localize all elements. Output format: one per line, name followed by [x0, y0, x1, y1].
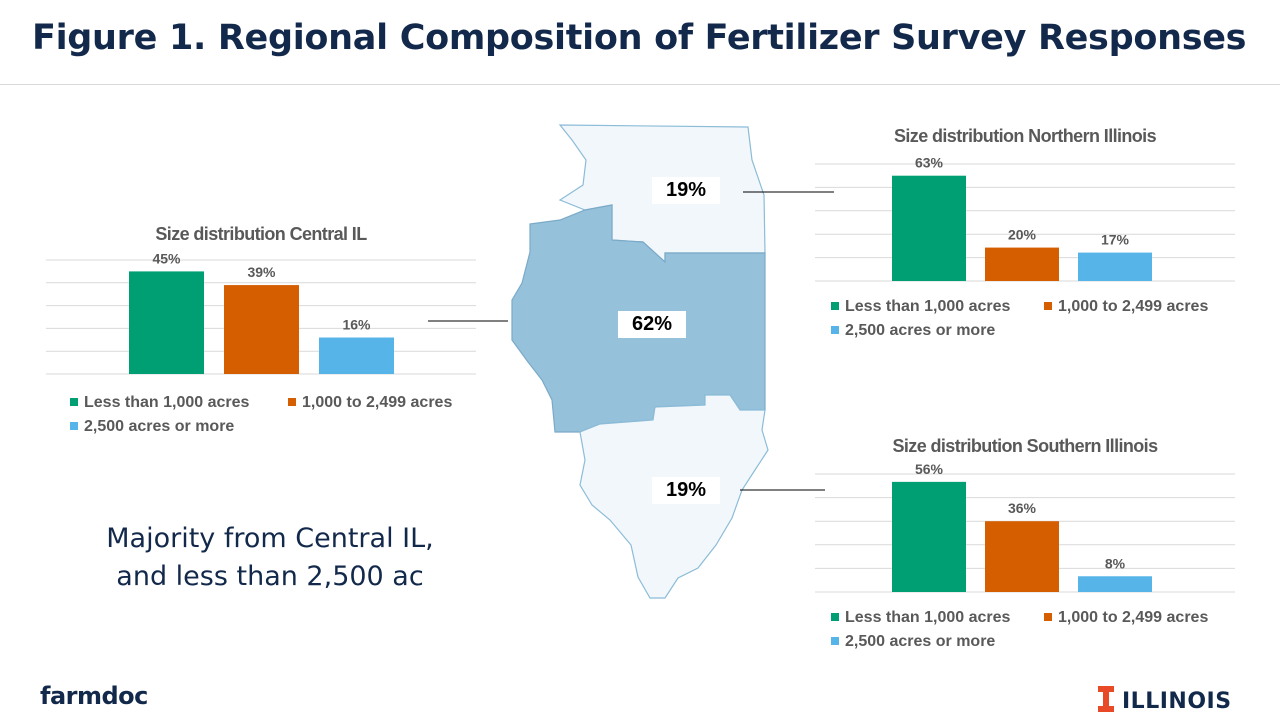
chart-title: Size distribution Northern Illinois [893, 126, 1157, 146]
chart-south: Size distribution Southern Illinois 56% 3… [815, 434, 1235, 654]
bar-small [892, 175, 966, 281]
data-label: 36% [1008, 500, 1037, 516]
data-label: 39% [247, 264, 276, 280]
bar-mid [224, 285, 299, 374]
bar-large [1078, 576, 1152, 592]
data-label: 8% [1105, 555, 1126, 571]
legend-item-small: Less than 1,000 acres [70, 394, 249, 412]
legend-item-small: Less than 1,000 acres [831, 298, 1010, 316]
bar-large [319, 337, 394, 374]
legend-item-large: 2,500 acres or more [831, 633, 995, 651]
chart-central: Size distribution Central IL 45% 39% 16% L… [46, 220, 476, 440]
chart-plot: 45% 39% 16% [46, 250, 476, 375]
legend-item-large: 2,500 acres or more [70, 418, 234, 436]
legend-swatch [831, 613, 839, 621]
legend-swatch [70, 398, 78, 406]
legend-item-large: 2,500 acres or more [831, 322, 995, 340]
takeaway-text: Majority from Central IL, and less than … [60, 520, 480, 596]
illinois-i-icon [1098, 686, 1114, 712]
data-label: 17% [1101, 232, 1130, 248]
legend-label: 2,500 acres or more [845, 633, 996, 650]
legend-swatch [1044, 613, 1052, 621]
farmdoc-logo: farmdoc [40, 682, 148, 710]
map-label-north: 19% [652, 177, 720, 204]
page-title: Figure 1. Regional Composition of Fertil… [32, 18, 1247, 58]
chart-legend: Less than 1,000 acres 1,000 to 2,499 acr… [70, 394, 490, 442]
legend-swatch [1044, 302, 1052, 310]
bar-mid [985, 521, 1059, 592]
legend-swatch [831, 302, 839, 310]
legend-swatch [70, 422, 78, 430]
legend-label: Less than 1,000 acres [845, 609, 1011, 626]
legend-item-small: Less than 1,000 acres [831, 609, 1010, 627]
legend-label: 2,500 acres or more [84, 418, 235, 435]
bar-large [1078, 252, 1152, 281]
illinois-logo: ILLINOIS [1098, 686, 1232, 716]
legend-item-mid: 1,000 to 2,499 acres [1044, 609, 1208, 627]
chart-plot: 56% 36% 8% [815, 461, 1235, 593]
legend-label: 2,500 acres or more [845, 322, 996, 339]
chart-legend: Less than 1,000 acres 1,000 to 2,499 acr… [831, 298, 1251, 346]
legend-label: 1,000 to 2,499 acres [1058, 298, 1209, 315]
bar-mid [985, 247, 1059, 281]
chart-title: Size distribution Central IL [155, 224, 367, 244]
data-label: 16% [342, 317, 371, 333]
illinois-wordmark: ILLINOIS [1122, 689, 1232, 714]
data-label: 56% [915, 461, 944, 477]
takeaway-line-1: Majority from Central IL, [106, 523, 434, 554]
legend-swatch [288, 398, 296, 406]
legend-swatch [831, 637, 839, 645]
chart-plot: 63% 20% 17% [815, 155, 1235, 282]
title-divider [0, 84, 1280, 85]
data-label: 63% [915, 155, 944, 171]
legend-item-mid: 1,000 to 2,499 acres [1044, 298, 1208, 316]
legend-label: 1,000 to 2,499 acres [302, 394, 453, 411]
bar-small [129, 271, 204, 374]
chart-north: Size distribution Northern Illinois 63% 2… [815, 124, 1235, 344]
chart-title: Size distribution Southern Illinois [892, 436, 1158, 456]
data-label: 45% [152, 250, 181, 266]
legend-label: Less than 1,000 acres [845, 298, 1011, 315]
data-label: 20% [1008, 227, 1037, 243]
legend-label: Less than 1,000 acres [84, 394, 250, 411]
map-label-south: 19% [652, 477, 720, 504]
legend-swatch [831, 326, 839, 334]
legend-label: 1,000 to 2,499 acres [1058, 609, 1209, 626]
map-label-central: 62% [618, 311, 686, 338]
chart-legend: Less than 1,000 acres 1,000 to 2,499 acr… [831, 609, 1251, 657]
bar-small [892, 481, 966, 592]
legend-item-mid: 1,000 to 2,499 acres [288, 394, 452, 412]
takeaway-line-2: and less than 2,500 ac [116, 561, 424, 592]
